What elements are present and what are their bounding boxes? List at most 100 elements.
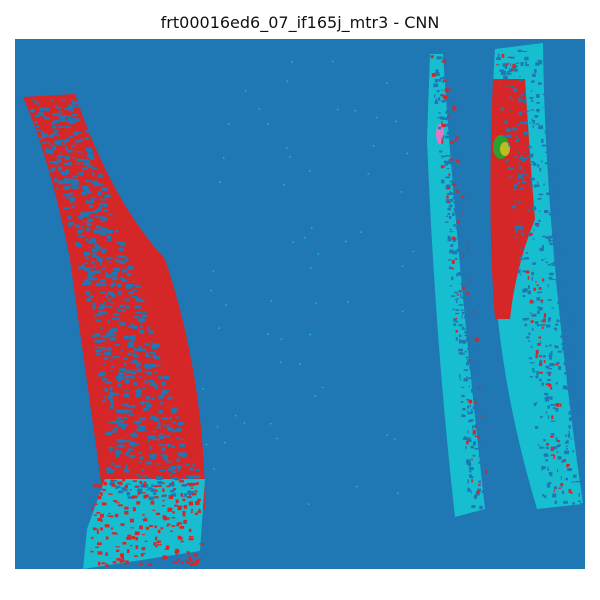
speckle xyxy=(560,485,563,488)
speckle xyxy=(93,182,101,187)
speckle xyxy=(210,289,212,292)
speckle xyxy=(123,416,128,420)
speckle xyxy=(518,137,520,140)
speckle xyxy=(142,387,146,390)
speckle xyxy=(172,421,177,424)
speckle xyxy=(441,100,446,103)
speckle xyxy=(181,477,184,480)
speckle xyxy=(547,284,549,288)
speckle xyxy=(507,70,510,73)
speckle xyxy=(55,187,59,190)
speckle xyxy=(132,359,138,363)
speckle xyxy=(105,271,108,275)
speckle xyxy=(401,265,404,268)
speckle xyxy=(501,54,505,58)
speckle xyxy=(569,375,573,377)
speckle xyxy=(446,195,449,199)
speckle xyxy=(52,125,57,129)
speckle xyxy=(157,529,161,534)
speckle xyxy=(443,124,446,127)
speckle xyxy=(545,324,551,328)
speckle xyxy=(537,198,542,200)
speckle xyxy=(99,231,105,233)
speckle xyxy=(117,379,122,382)
speckle xyxy=(117,423,125,426)
speckle xyxy=(65,125,70,128)
speckle xyxy=(104,396,107,399)
speckle xyxy=(196,559,200,563)
speckle xyxy=(435,98,438,103)
speckle xyxy=(447,202,451,204)
speckle xyxy=(194,469,201,471)
speckle xyxy=(549,474,553,477)
speckle xyxy=(91,248,99,252)
speckle xyxy=(558,487,562,489)
speckle xyxy=(540,320,544,322)
speckle xyxy=(171,409,177,414)
speckle xyxy=(148,487,152,489)
speckle xyxy=(142,546,146,550)
speckle xyxy=(137,425,141,427)
speckle xyxy=(518,98,521,103)
speckle xyxy=(522,318,528,321)
speckle xyxy=(191,487,194,489)
speckle xyxy=(536,223,539,227)
speckle xyxy=(180,438,185,441)
speckle xyxy=(444,99,449,102)
speckle xyxy=(153,417,159,422)
speckle xyxy=(458,233,462,237)
speckle xyxy=(572,357,575,362)
speckle xyxy=(556,451,559,453)
speckle xyxy=(95,546,100,549)
speckle xyxy=(453,155,456,158)
speckle xyxy=(551,222,553,225)
speckle xyxy=(452,169,456,172)
speckle xyxy=(441,60,444,63)
speckle xyxy=(142,552,146,555)
speckle xyxy=(571,406,573,411)
speckle xyxy=(440,77,445,80)
speckle xyxy=(550,446,555,451)
speckle xyxy=(192,463,195,467)
speckle xyxy=(443,160,448,164)
speckle xyxy=(139,476,142,479)
speckle xyxy=(560,335,565,338)
speckle xyxy=(553,455,555,459)
speckle xyxy=(190,482,194,486)
speckle xyxy=(71,179,79,183)
speckle xyxy=(119,323,126,326)
speckle xyxy=(55,130,59,132)
speckle xyxy=(91,167,98,170)
speckle xyxy=(463,369,469,371)
speckle xyxy=(565,445,568,447)
speckle xyxy=(583,451,585,454)
speckle xyxy=(97,551,103,555)
speckle xyxy=(406,152,409,155)
speckle xyxy=(189,558,193,562)
speckle xyxy=(401,310,404,313)
speckle xyxy=(536,402,538,405)
speckle xyxy=(100,371,106,376)
speckle xyxy=(109,515,114,518)
speckle xyxy=(459,339,461,341)
speckle xyxy=(503,75,508,80)
speckle xyxy=(104,387,108,392)
speckle xyxy=(441,179,445,184)
speckle xyxy=(462,339,467,343)
speckle xyxy=(547,482,550,486)
speckle xyxy=(66,196,70,199)
speckle xyxy=(108,493,113,495)
speckle xyxy=(524,91,526,96)
speckle xyxy=(456,190,459,193)
speckle xyxy=(155,541,159,544)
speckle xyxy=(561,490,565,494)
speckle xyxy=(530,320,534,323)
speckle xyxy=(103,209,109,212)
speckle xyxy=(468,474,473,477)
speckle xyxy=(183,504,188,509)
speckle xyxy=(448,126,453,130)
speckle xyxy=(454,210,460,214)
speckle xyxy=(132,431,135,435)
speckle xyxy=(97,561,101,566)
speckle xyxy=(156,364,162,367)
